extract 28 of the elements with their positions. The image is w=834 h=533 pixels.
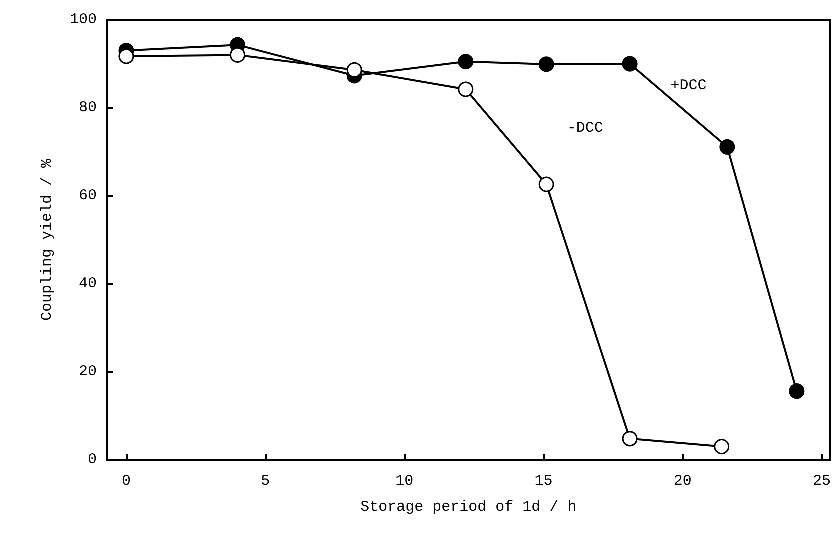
point bbox=[538, 56, 554, 72]
x-tick-label: 15 bbox=[534, 473, 553, 490]
point bbox=[622, 431, 638, 447]
point bbox=[714, 439, 730, 455]
point bbox=[720, 139, 736, 155]
point bbox=[458, 82, 474, 98]
y-axis-title: Coupling yield / % bbox=[39, 158, 56, 322]
x-tick-label: 20 bbox=[674, 473, 692, 490]
point bbox=[538, 176, 554, 192]
point bbox=[230, 47, 246, 63]
x-axis-title: Storage period of 1d / h bbox=[360, 499, 577, 516]
text: -DCC bbox=[567, 120, 604, 138]
y-tick-label: 40 bbox=[78, 276, 97, 292]
point bbox=[458, 54, 474, 70]
x-tick-label: 5 bbox=[261, 473, 270, 490]
point bbox=[789, 384, 805, 400]
x-tick-label: 0 bbox=[122, 473, 131, 490]
y-tick-label: 60 bbox=[78, 188, 97, 204]
point bbox=[346, 62, 362, 78]
series-label: +DCC bbox=[670, 78, 707, 94]
y-tick-label: 80 bbox=[78, 100, 97, 116]
y-tick-label: 20 bbox=[78, 364, 97, 380]
y-tick-label: 100 bbox=[70, 12, 97, 28]
x-tick-label: 25 bbox=[812, 473, 832, 490]
point bbox=[118, 48, 134, 64]
x-tick-label: 10 bbox=[396, 473, 414, 490]
point bbox=[622, 56, 638, 72]
y-tick-label: 0 bbox=[88, 452, 97, 468]
